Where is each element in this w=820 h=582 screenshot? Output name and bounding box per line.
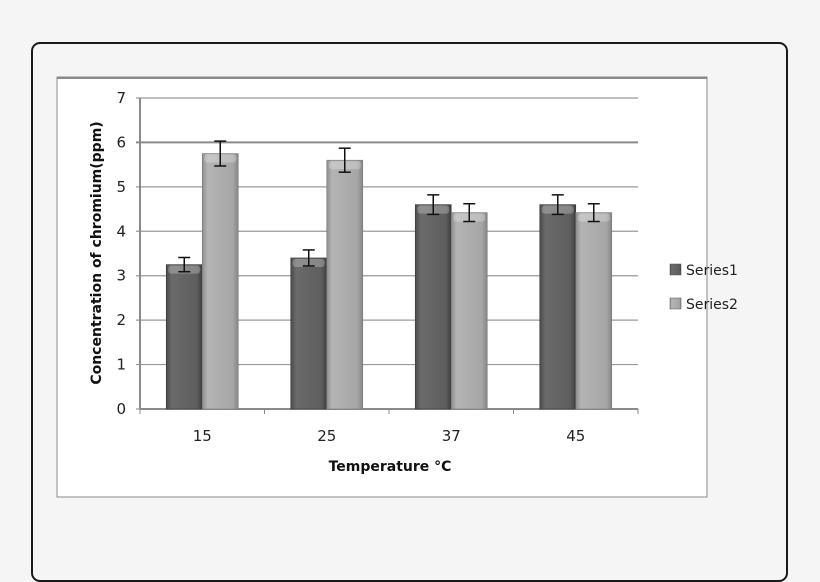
y-tick-label: 6 xyxy=(116,133,126,151)
bar-series1 xyxy=(290,257,328,410)
x-tick-label: 45 xyxy=(566,427,585,445)
x-tick-label: 37 xyxy=(442,427,461,445)
y-tick-label: 1 xyxy=(116,356,126,374)
bar-series2 xyxy=(450,212,488,410)
legend-swatch-series2 xyxy=(669,297,682,310)
y-tick-label: 3 xyxy=(116,267,126,285)
bar-series1 xyxy=(165,264,203,410)
legend-label-series1: Series1 xyxy=(686,263,738,279)
legend-label-series2: Series2 xyxy=(686,297,738,313)
chart-panel-top-border xyxy=(57,77,707,79)
x-tick-label: 25 xyxy=(317,427,336,445)
y-tick-label: 4 xyxy=(116,222,126,240)
y-tick-label: 0 xyxy=(116,400,126,418)
y-tick-label: 7 xyxy=(116,89,126,107)
bar-series2 xyxy=(201,153,239,410)
y-tick-label: 2 xyxy=(116,311,126,329)
bar-series2 xyxy=(575,212,613,410)
x-axis-title: Temperature °C xyxy=(329,459,452,475)
y-axis-title: Concentration of chromium(ppm) xyxy=(89,121,105,384)
legend-swatch-series1 xyxy=(669,263,682,276)
bar-series1 xyxy=(539,204,577,410)
y-tick-label: 5 xyxy=(116,178,126,196)
x-tick-label: 15 xyxy=(193,427,212,445)
bar-series2 xyxy=(326,159,364,410)
bar-series1 xyxy=(414,204,452,410)
